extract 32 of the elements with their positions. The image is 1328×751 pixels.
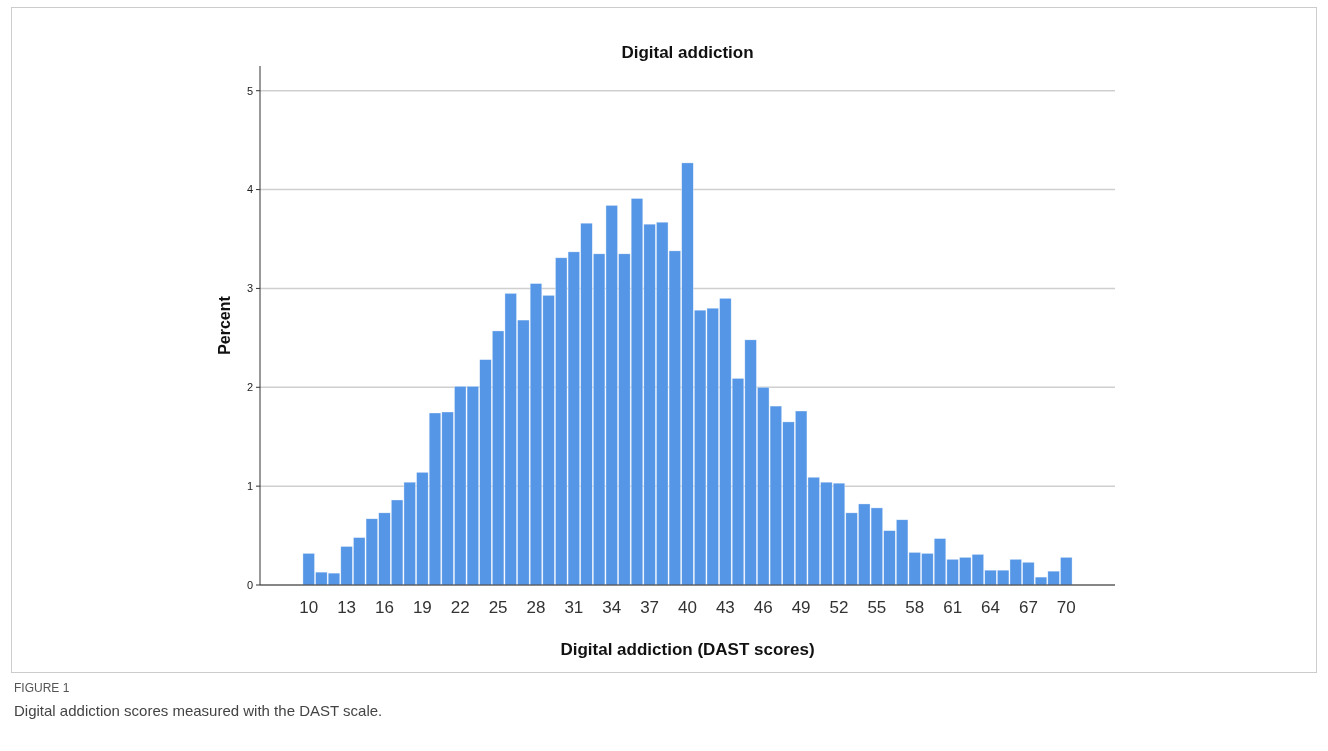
x-tick-label: 64 — [981, 598, 1000, 617]
x-tick-label: 34 — [602, 598, 622, 617]
y-tick-label: 2 — [246, 381, 253, 394]
y-axis-title: Percent — [216, 295, 233, 355]
y-tick-label: 1 — [246, 479, 253, 492]
x-tick-label: 37 — [640, 598, 660, 617]
x-tick-label: 25 — [488, 598, 508, 617]
x-tick-label: 46 — [753, 598, 773, 617]
x-tick-label: 52 — [829, 598, 849, 617]
x-tick-label: 55 — [867, 598, 887, 617]
y-tick-label: 3 — [246, 282, 253, 295]
x-tick-label: 22 — [450, 598, 470, 617]
x-tick-label: 13 — [337, 598, 357, 617]
y-tick-label: 0 — [246, 578, 253, 591]
x-tick-label: 10 — [299, 598, 319, 617]
x-tick-label: 43 — [715, 598, 735, 617]
x-axis-title: Digital addiction (DAST scores) — [560, 640, 815, 659]
y-tick-label: 4 — [246, 183, 253, 196]
x-tick-label: 49 — [791, 598, 811, 617]
chart-title: Digital addiction — [621, 43, 754, 62]
y-tick-label: 5 — [246, 84, 253, 97]
x-tick-label: 58 — [905, 598, 925, 617]
x-tick-label: 16 — [375, 598, 394, 617]
x-tick-label: 31 — [564, 598, 584, 617]
x-tick-label: 61 — [943, 598, 963, 617]
x-tick-label: 70 — [1056, 598, 1076, 617]
x-tick-label: 28 — [526, 598, 546, 617]
x-tick-label: 19 — [412, 598, 432, 617]
caption: FIGURE 1 — [14, 681, 70, 695]
x-tick-label: 67 — [1018, 598, 1038, 617]
x-tick-label: 40 — [678, 598, 697, 617]
text: Digital addiction scores measured with the DAST scale. — [14, 702, 383, 719]
